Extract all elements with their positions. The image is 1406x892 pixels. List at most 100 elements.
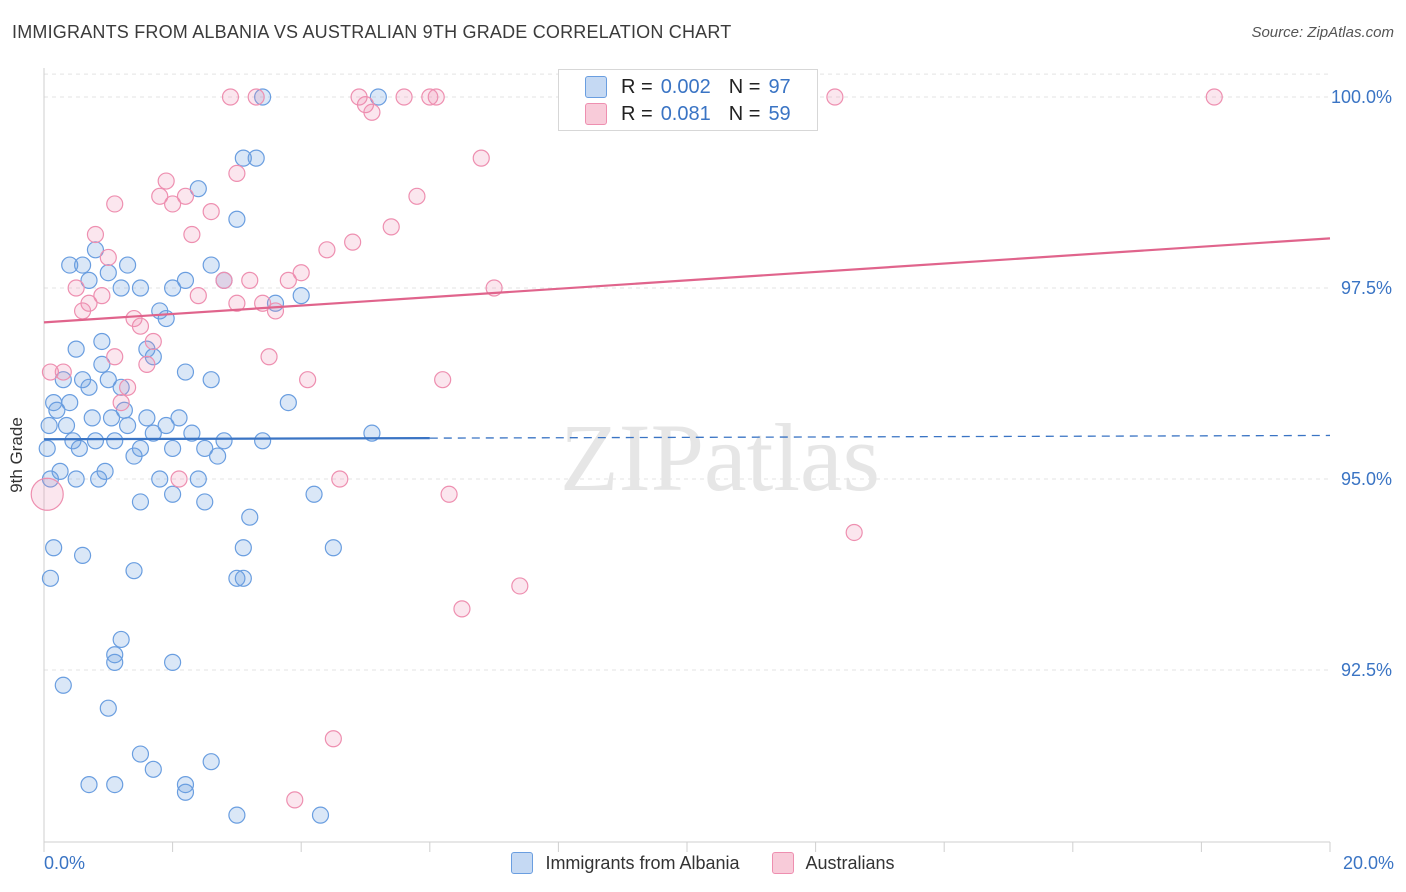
albania-point	[38, 439, 56, 458]
albania-point	[131, 745, 150, 763]
albania-point	[86, 432, 105, 450]
albania-point	[96, 462, 114, 480]
albania-point	[144, 424, 162, 442]
australians-point	[202, 203, 220, 221]
chart-title: IMMIGRANTS FROM ALBANIA VS AUSTRALIAN 9T…	[12, 22, 732, 42]
albania-point	[254, 432, 272, 450]
albania-point	[228, 569, 246, 587]
albania-trend-line	[43, 437, 430, 441]
albania-point	[189, 180, 207, 198]
australians-point	[80, 294, 98, 312]
albania-point	[311, 806, 330, 824]
albania-point	[215, 432, 233, 450]
r-value: 0.002	[660, 75, 711, 98]
albania-point	[93, 332, 111, 351]
albania-point	[164, 439, 182, 458]
australians-point	[826, 88, 844, 106]
albania-point	[102, 409, 121, 427]
albania-point	[176, 271, 195, 289]
albania-point	[54, 676, 72, 694]
australians-point	[228, 294, 246, 312]
r-label: R =	[621, 75, 653, 98]
australians-point	[286, 791, 304, 809]
albania-point	[80, 378, 98, 396]
australians-point	[67, 279, 85, 297]
albania-point	[157, 416, 175, 435]
albania-point	[183, 424, 201, 442]
australians-point	[151, 187, 169, 205]
australians-point	[408, 187, 426, 205]
albania-point	[164, 279, 182, 297]
australians-point	[228, 164, 246, 182]
albania-point	[234, 569, 252, 587]
legend-item-australians[interactable]: Australians	[771, 852, 895, 874]
watermark: ZIPatlas	[560, 404, 880, 511]
australians-point	[472, 149, 490, 167]
n-label: N =	[728, 102, 761, 125]
albania-point	[241, 508, 259, 526]
legend-row-australians: R = 0.081 N = 59	[585, 101, 809, 127]
albania-point	[57, 416, 76, 435]
australians-point	[183, 225, 201, 244]
r-label: R =	[621, 102, 653, 125]
australians-point	[279, 271, 297, 289]
r-value: 0.081	[660, 102, 711, 125]
albania-trend-extension	[429, 434, 1331, 439]
albania-point	[324, 539, 342, 557]
albania-point	[99, 371, 117, 389]
albania-point	[292, 287, 310, 305]
australians-point	[131, 317, 150, 335]
albania-point	[112, 630, 130, 649]
albania-points	[38, 88, 387, 824]
albania-point	[234, 539, 252, 557]
albania-point	[67, 340, 85, 358]
albania-point	[99, 699, 117, 717]
australians-point	[247, 88, 265, 106]
correlation-legend: R = 0.002 N = 97 R = 0.081 N = 59	[558, 69, 818, 131]
australians-point	[30, 477, 64, 511]
albania-point	[80, 271, 98, 289]
albania-point	[138, 409, 156, 427]
albania-point	[196, 439, 214, 458]
albania-point	[164, 653, 182, 671]
x-tick-label: 20.0%	[1343, 853, 1394, 873]
australians-point	[106, 348, 124, 366]
albania-point	[202, 256, 220, 274]
albania-point	[45, 539, 63, 557]
albania-swatch	[585, 76, 607, 98]
australians-swatch	[585, 103, 607, 125]
albania-point	[86, 241, 105, 259]
australians-point	[215, 271, 233, 289]
x-tick-label: 0.0%	[44, 853, 85, 873]
australians-point	[511, 577, 529, 595]
albania-point	[67, 470, 85, 488]
albania-point	[61, 256, 79, 274]
australians-point	[157, 172, 175, 190]
albania-point	[228, 806, 246, 824]
albania-point	[279, 394, 297, 412]
albania-point	[131, 493, 150, 511]
australians-point	[221, 88, 240, 106]
n-value: 59	[768, 102, 791, 125]
axes	[43, 68, 1331, 852]
albania-point	[125, 562, 143, 580]
australians-point	[106, 195, 124, 213]
source-label: Source: ZipAtlas.com	[1251, 24, 1394, 41]
australians-point	[344, 233, 362, 251]
albania-point	[99, 264, 117, 282]
albania-point	[73, 256, 92, 274]
australians-point	[421, 88, 439, 106]
australians-point	[845, 523, 863, 542]
australians-point	[395, 88, 413, 106]
australians-point	[260, 348, 278, 366]
y-tick-label: 95.0%	[1341, 469, 1392, 489]
albania-point	[83, 409, 101, 427]
legend-label: Australians	[805, 852, 895, 873]
legend-item-albania[interactable]: Immigrants from Albania	[511, 852, 740, 874]
australians-point	[363, 103, 381, 121]
australians-point	[144, 332, 162, 351]
australians-point	[189, 287, 207, 305]
n-label: N =	[728, 75, 761, 98]
australians-point	[112, 394, 130, 412]
